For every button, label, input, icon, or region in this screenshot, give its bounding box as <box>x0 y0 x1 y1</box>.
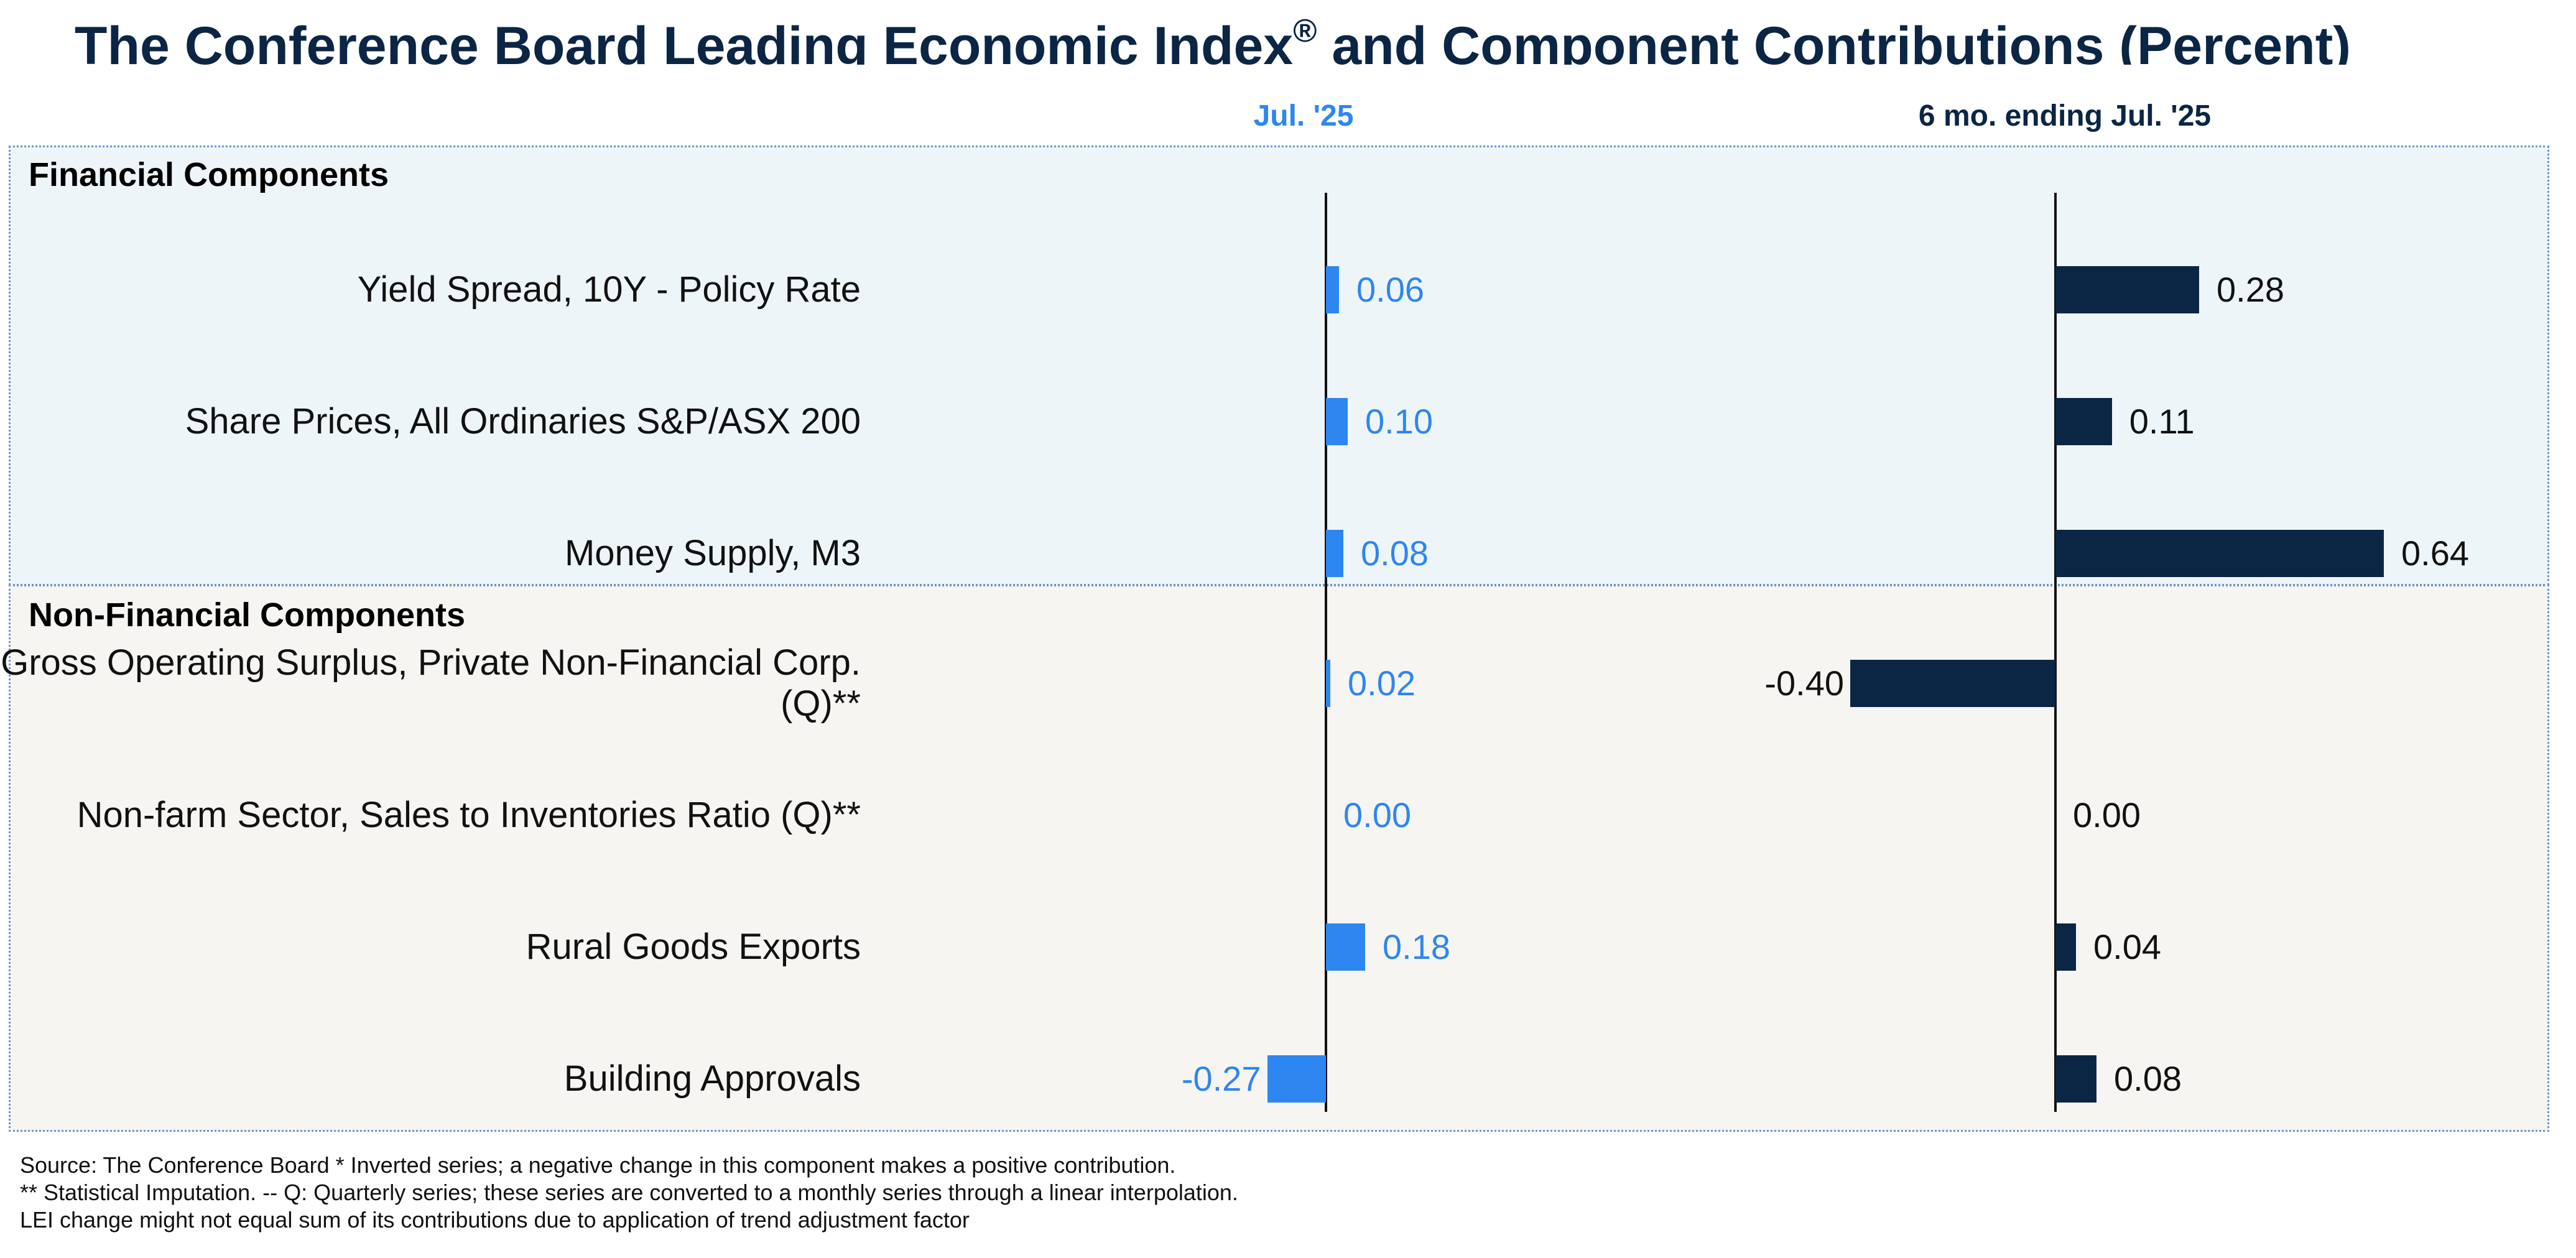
left-bar <box>1267 1055 1326 1103</box>
right-value-label: 0.04 <box>2093 927 2161 966</box>
left-bar <box>1326 266 1339 313</box>
financial-section-title: Financial Components <box>29 156 389 193</box>
left-value-label: 0.18 <box>1383 927 1450 966</box>
left-value-label: 0.02 <box>1348 664 1415 703</box>
left-value-label: -0.27 <box>1181 1059 1261 1098</box>
right-zero-axis <box>2054 193 2057 1112</box>
right-value-label: -0.40 <box>1764 664 1844 703</box>
footnotes: Source: The Conference Board * Inverted … <box>20 1152 1238 1234</box>
right-value-label: 0.08 <box>2114 1059 2182 1098</box>
right-column-header: 6 mo. ending Jul. '25 <box>1918 99 2212 132</box>
row-label: Money Supply, M3 <box>564 533 861 573</box>
left-bar <box>1326 660 1330 707</box>
registered-mark: ® <box>1293 13 1317 50</box>
row-label: Non-farm Sector, Sales to Inventories Ra… <box>76 795 861 835</box>
right-value-label: 0.11 <box>2129 402 2195 441</box>
row-label: Gross Operating Surplus, Private Non-Fin… <box>1 642 861 724</box>
left-bar <box>1326 923 1365 971</box>
right-bar <box>2055 398 2112 445</box>
row-label: Building Approvals <box>563 1058 861 1099</box>
left-bar <box>1326 398 1348 445</box>
right-bar <box>2055 1055 2096 1103</box>
footnote-line: LEI change might not equal sum of its co… <box>20 1207 970 1233</box>
row-label: Rural Goods Exports <box>526 927 861 967</box>
financial-section <box>9 146 2549 586</box>
left-value-label: 0.10 <box>1365 402 1433 441</box>
row-label: Yield Spread, 10Y - Policy Rate <box>357 269 861 310</box>
left-value-label: 0.06 <box>1356 270 1424 309</box>
right-value-label: 0.00 <box>2073 795 2141 835</box>
right-bar <box>1850 660 2055 707</box>
right-bar <box>2055 530 2384 577</box>
left-column-header: Jul. '25 <box>1253 99 1354 132</box>
non-financial-section <box>9 585 2549 1132</box>
left-value-label: 0.00 <box>1343 795 1411 835</box>
left-bar <box>1326 530 1343 577</box>
right-value-label: 0.64 <box>2401 534 2469 573</box>
right-bar <box>2055 266 2199 313</box>
footnote-line: ** Statistical Imputation. -- Q: Quarter… <box>20 1180 1238 1205</box>
non-financial-section-title: Non-Financial Components <box>29 596 465 634</box>
footnote-line: Source: The Conference Board * Inverted … <box>20 1152 1176 1178</box>
right-bar <box>2055 923 2076 971</box>
right-value-label: 0.28 <box>2217 270 2284 309</box>
row-label: Share Prices, All Ordinaries S&P/ASX 200 <box>185 401 861 442</box>
chart-title: The Conference Board Leading Economic In… <box>74 13 2351 65</box>
left-value-label: 0.08 <box>1361 534 1429 573</box>
left-zero-axis <box>1325 193 1327 1112</box>
